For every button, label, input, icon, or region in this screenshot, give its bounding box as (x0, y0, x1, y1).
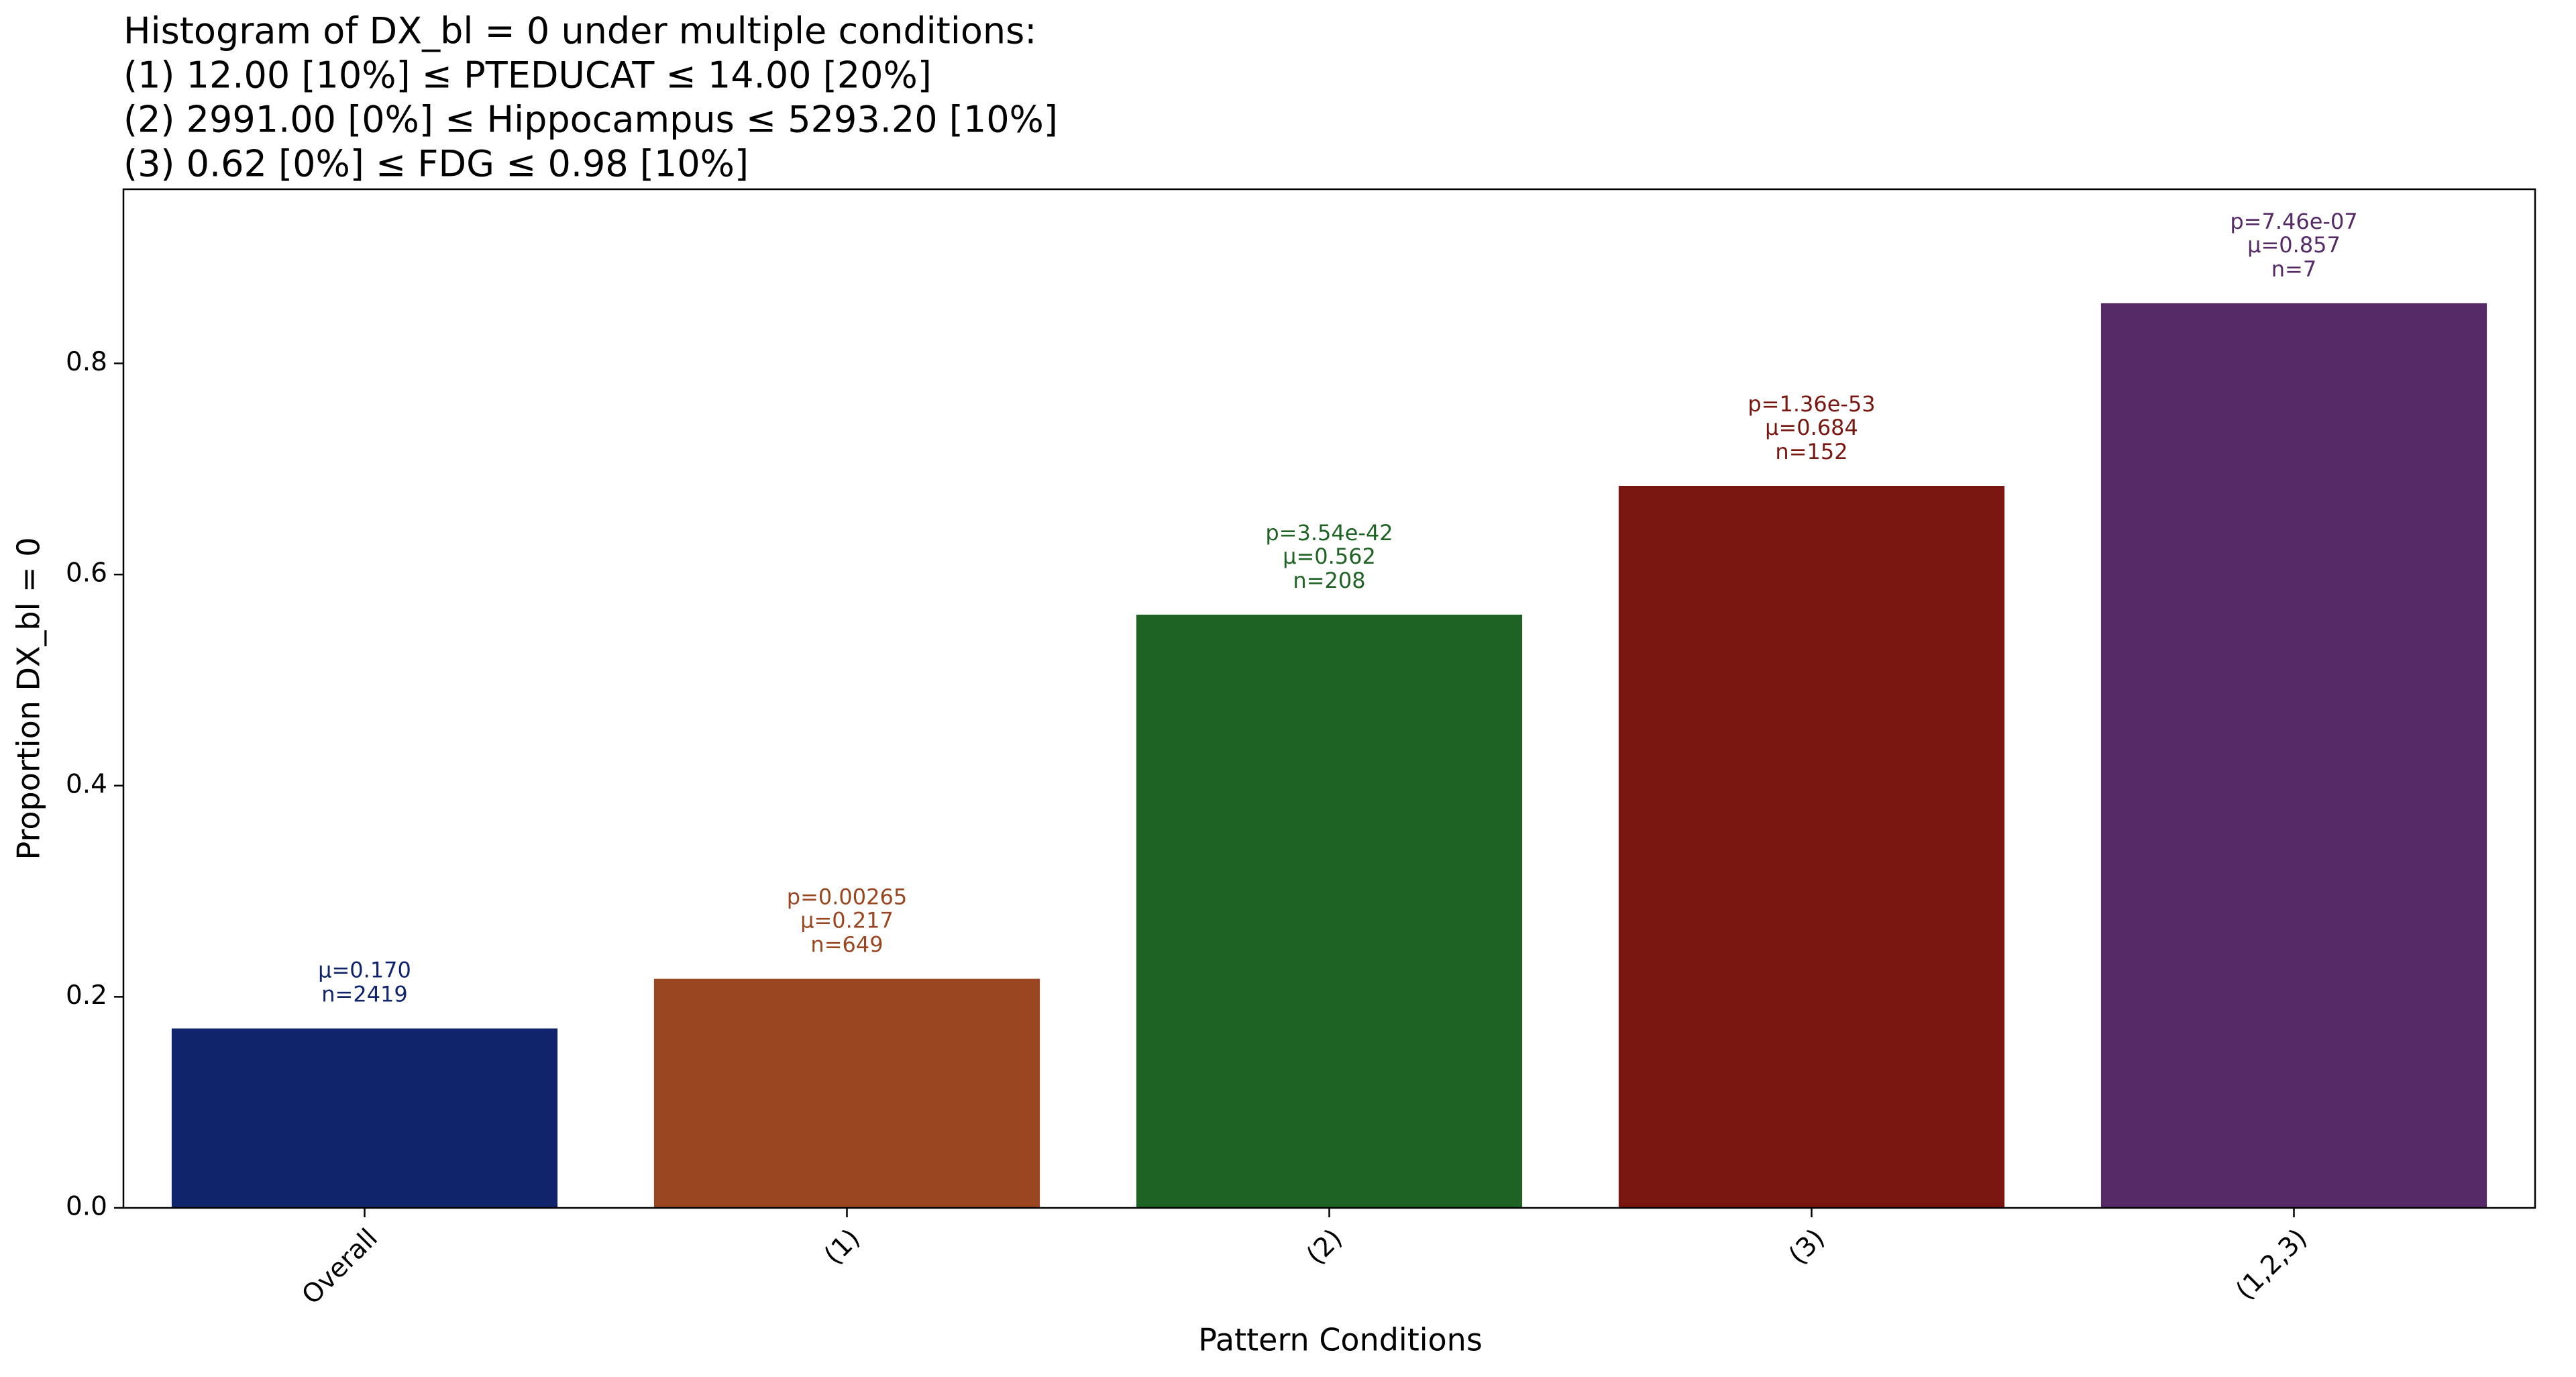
x-tick-label: (1,2,3) (2230, 1223, 2313, 1307)
y-tick-label: 0.8 (66, 347, 107, 377)
n-label: n=2419 (321, 982, 408, 1007)
title-line: (1) 12.00 [10%] ≤ PTEDUCAT ≤ 14.00 [20%] (123, 54, 932, 97)
x-tick-label: Overall (297, 1223, 384, 1311)
n-label: n=7 (2271, 256, 2316, 282)
title: Histogram of DX_bl = 0 under multiple co… (123, 10, 1058, 185)
n-label: n=649 (810, 932, 883, 958)
value-label: μ=0.170 (318, 958, 411, 983)
value-label: μ=0.857 (2247, 232, 2341, 258)
p-label: p=1.36e-53 (1748, 391, 1875, 417)
x-tick-label: (3) (1783, 1223, 1831, 1271)
bar (653, 978, 1040, 1208)
title-line: (2) 2991.00 [0%] ≤ Hippocampus ≤ 5293.20… (123, 99, 1058, 141)
x-axis-label: Pattern Conditions (1198, 1322, 1483, 1358)
bar (1136, 614, 1523, 1208)
value-label: μ=0.217 (800, 908, 894, 933)
y-tick-label: 0.2 (66, 980, 107, 1011)
y-tick-label: 0.6 (66, 558, 107, 589)
value-label: μ=0.562 (1283, 544, 1376, 569)
n-label: n=152 (1775, 439, 1847, 464)
p-label: p=3.54e-42 (1265, 520, 1393, 546)
n-label: n=208 (1293, 568, 1365, 593)
p-label: p=0.00265 (787, 884, 907, 910)
bar (1618, 486, 2005, 1208)
bar (171, 1028, 558, 1208)
title-line: Histogram of DX_bl = 0 under multiple co… (123, 10, 1036, 52)
value-label: μ=0.684 (1765, 415, 1858, 440)
x-tick-label: (2) (1301, 1223, 1348, 1271)
y-axis-label: Proportion DX_bl = 0 (11, 538, 47, 860)
y-tick-label: 0.4 (66, 769, 107, 799)
x-tick-label: (1) (818, 1223, 866, 1271)
y-tick-label: 0.0 (66, 1192, 107, 1222)
plot-frame (122, 188, 2536, 1209)
bar (2100, 303, 2487, 1209)
p-label: p=7.46e-07 (2230, 209, 2357, 234)
title-line: (3) 0.62 [0%] ≤ FDG ≤ 0.98 [10%] (123, 143, 749, 185)
